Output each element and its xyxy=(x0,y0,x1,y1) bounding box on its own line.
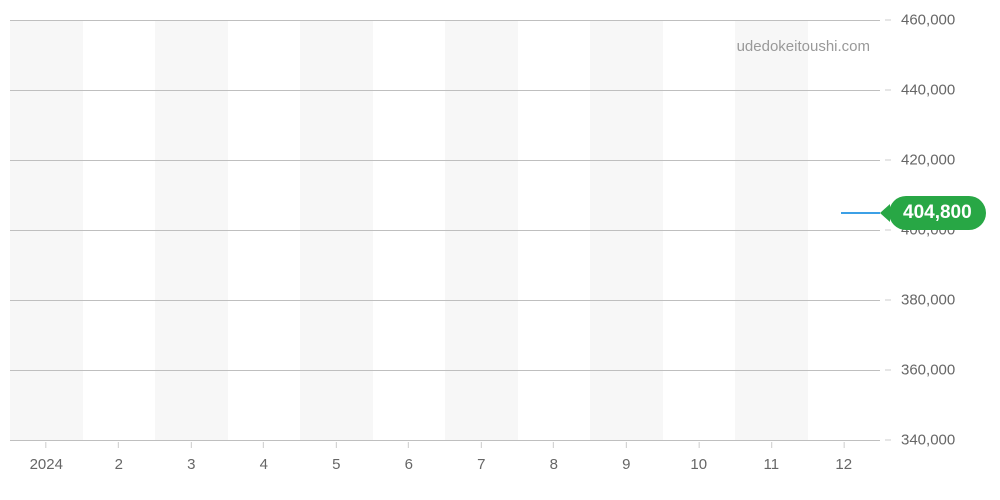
y-tick-label: 360,000 xyxy=(901,362,955,379)
x-tick: 11 xyxy=(763,442,779,473)
x-tick-mark xyxy=(408,442,409,448)
x-tick-label: 11 xyxy=(763,456,779,473)
x-tick-label: 7 xyxy=(477,456,485,473)
x-tick-mark xyxy=(118,442,119,448)
x-axis: 2024 2 3 4 5 6 7 8 9 10 11 12 xyxy=(10,442,880,482)
x-tick-mark xyxy=(771,442,772,448)
x-tick-label: 12 xyxy=(835,456,852,473)
y-tick: 380,000 xyxy=(885,292,955,309)
y-tick: 340,000 xyxy=(885,432,955,449)
plot-area xyxy=(10,20,880,440)
y-tick: 460,000 xyxy=(885,12,955,29)
gridline-horizontal xyxy=(10,90,880,91)
x-tick-label: 6 xyxy=(405,456,413,473)
x-tick: 4 xyxy=(260,442,268,473)
chart-container xyxy=(0,20,880,460)
x-tick-mark xyxy=(553,442,554,448)
gridline-horizontal xyxy=(10,440,880,441)
x-tick: 6 xyxy=(405,442,413,473)
x-tick-label: 2 xyxy=(115,456,123,473)
x-tick-mark xyxy=(626,442,627,448)
x-tick: 10 xyxy=(690,442,707,473)
y-tick: 420,000 xyxy=(885,152,955,169)
x-tick-mark xyxy=(336,442,337,448)
gridline-horizontal xyxy=(10,300,880,301)
y-tick-mark xyxy=(885,160,891,161)
x-tick: 12 xyxy=(835,442,852,473)
x-tick-label: 5 xyxy=(332,456,340,473)
x-tick-mark xyxy=(46,442,47,448)
x-tick-mark xyxy=(263,442,264,448)
x-tick-mark xyxy=(191,442,192,448)
y-tick-label: 340,000 xyxy=(901,432,955,449)
gridline-horizontal xyxy=(10,370,880,371)
x-tick: 2024 xyxy=(30,442,63,473)
x-tick-label: 3 xyxy=(187,456,195,473)
x-tick-mark xyxy=(481,442,482,448)
y-tick-label: 420,000 xyxy=(901,152,955,169)
price-badge: 404,800 xyxy=(880,196,986,230)
y-tick-label: 460,000 xyxy=(901,12,955,29)
y-tick-mark xyxy=(885,440,891,441)
y-tick-label: 380,000 xyxy=(901,292,955,309)
y-tick-label: 440,000 xyxy=(901,82,955,99)
y-tick-mark xyxy=(885,300,891,301)
x-tick-mark xyxy=(843,442,844,448)
x-tick-label: 9 xyxy=(622,456,630,473)
y-tick: 440,000 xyxy=(885,82,955,99)
x-tick-label: 10 xyxy=(690,456,707,473)
x-tick: 7 xyxy=(477,442,485,473)
x-tick-mark xyxy=(698,442,699,448)
x-tick: 9 xyxy=(622,442,630,473)
gridline-horizontal xyxy=(10,160,880,161)
x-tick-label: 8 xyxy=(550,456,558,473)
x-tick-label: 4 xyxy=(260,456,268,473)
y-tick-mark xyxy=(885,370,891,371)
y-tick-mark xyxy=(885,90,891,91)
x-tick: 2 xyxy=(115,442,123,473)
x-tick: 3 xyxy=(187,442,195,473)
watermark-text: udedokeitoushi.com xyxy=(737,38,870,55)
x-tick: 8 xyxy=(550,442,558,473)
x-tick-label: 2024 xyxy=(30,456,63,473)
y-tick: 360,000 xyxy=(885,362,955,379)
data-line xyxy=(841,212,880,214)
price-badge-value: 404,800 xyxy=(889,196,986,230)
gridline-horizontal xyxy=(10,20,880,21)
x-tick: 5 xyxy=(332,442,340,473)
y-tick-mark xyxy=(885,20,891,21)
gridline-horizontal xyxy=(10,230,880,231)
